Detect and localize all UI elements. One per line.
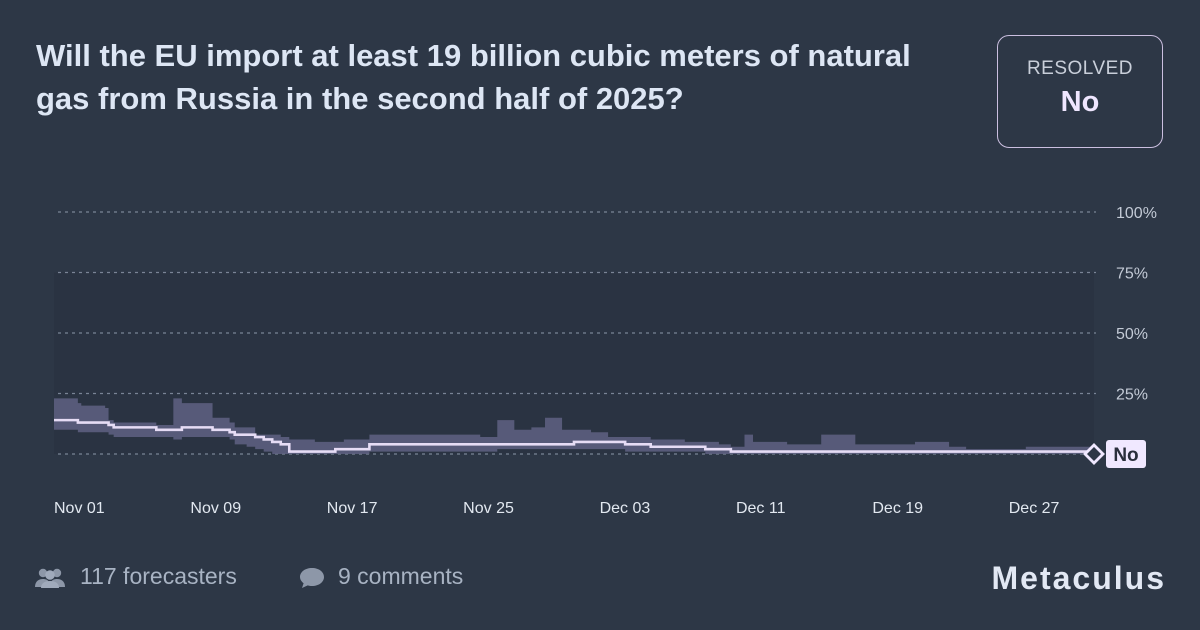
resolution-marker — [1083, 443, 1105, 465]
resolution-badge: RESOLVED No — [997, 35, 1163, 148]
resolution-value: No — [1060, 86, 1100, 118]
resolution-status-label: RESOLVED — [1026, 58, 1134, 79]
question-title[interactable]: Will the EU import at least 19 billion c… — [36, 38, 911, 116]
comment-icon — [300, 568, 324, 588]
x-tick-label: Dec 27 — [1009, 500, 1060, 517]
metaculus-logo[interactable]: Metaculus — [991, 560, 1166, 596]
resolution-label-box — [1106, 440, 1146, 468]
median-forecast-line — [54, 418, 1094, 453]
forecasters-label: 117 forecasters — [80, 563, 237, 589]
users-icon — [35, 568, 65, 588]
x-tick-label: Dec 03 — [600, 500, 651, 517]
resolution-label: No — [1113, 445, 1138, 466]
x-tick-label: Nov 01 — [54, 500, 105, 517]
x-tick-label: Nov 25 — [463, 500, 514, 517]
forecasters-count: 117 forecasters — [34, 563, 237, 590]
comments-count[interactable]: 9 comments — [298, 563, 463, 590]
y-tick-label: 25% — [1116, 387, 1148, 404]
y-tick-label: 50% — [1116, 326, 1148, 343]
x-tick-label: Dec 11 — [736, 500, 786, 517]
y-tick-label: 75% — [1116, 266, 1148, 283]
x-tick-label: Nov 17 — [327, 500, 378, 517]
comments-label: 9 comments — [338, 563, 464, 589]
y-tick-label: 100% — [1116, 205, 1157, 222]
x-tick-label: Dec 19 — [872, 500, 923, 517]
x-tick-label: Nov 09 — [190, 500, 241, 517]
confidence-band — [54, 398, 1094, 454]
